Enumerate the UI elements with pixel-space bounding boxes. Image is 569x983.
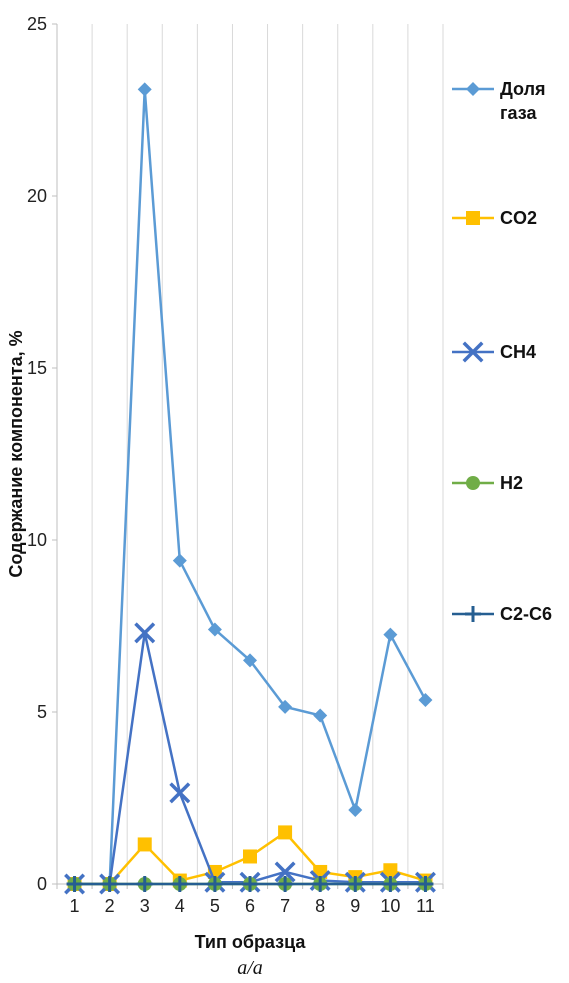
y-tick-label: 20 — [27, 186, 47, 206]
data-point — [313, 708, 328, 723]
legend-label: Доля — [500, 79, 546, 99]
legend-swatch-marker — [465, 606, 481, 622]
data-point — [101, 876, 118, 892]
x-tick-label: 5 — [210, 896, 220, 916]
data-point — [418, 692, 433, 707]
x-tick-label: 9 — [350, 896, 360, 916]
data-point — [348, 803, 363, 818]
data-point — [207, 622, 222, 637]
gridlines — [56, 24, 444, 884]
legend-label: CO2 — [500, 208, 537, 228]
data-point — [66, 876, 83, 892]
figure-caption: a/a — [237, 957, 263, 979]
axes — [52, 23, 444, 889]
y-tick-label: 15 — [27, 358, 47, 378]
data-point — [383, 863, 398, 878]
data-point — [172, 553, 187, 568]
legend-entry: Доля газа — [452, 79, 546, 123]
data-point — [243, 653, 257, 668]
x-tick-label: 6 — [245, 896, 255, 916]
x-tick-label: 8 — [315, 896, 325, 916]
x-tick-label: 4 — [175, 896, 185, 916]
y-tick-label: 25 — [27, 14, 47, 34]
data-point — [169, 782, 191, 804]
x-axis-title: Тип образца — [195, 932, 307, 952]
series-0 — [67, 82, 433, 891]
data-point — [274, 861, 296, 883]
data-point — [136, 876, 153, 892]
x-tick-label: 10 — [380, 896, 400, 916]
data-point — [347, 876, 364, 892]
legend-entry: H2 — [452, 473, 523, 493]
y-tick-label: 5 — [37, 702, 47, 722]
legend: Доля газа CO2 CH4 H2 C2-C6 — [452, 79, 552, 624]
series-layer — [64, 82, 436, 895]
legend-entry: CH4 — [452, 341, 536, 363]
legend-swatch-marker — [466, 476, 480, 490]
x-tick-label: 3 — [140, 896, 150, 916]
legend-label: H2 — [500, 473, 523, 493]
y-tick-label: 10 — [27, 530, 47, 550]
data-point — [383, 627, 398, 642]
data-point — [277, 876, 294, 892]
legend-label: CH4 — [500, 342, 536, 362]
legend-entry: CO2 — [452, 208, 537, 228]
data-point — [171, 876, 188, 892]
data-point — [278, 699, 293, 714]
legend-entry: C2-C6 — [452, 604, 552, 624]
data-point — [382, 876, 399, 892]
data-point — [134, 622, 156, 644]
data-point — [278, 825, 293, 840]
x-tick-label: 1 — [70, 896, 80, 916]
legend-swatch-marker — [466, 211, 480, 225]
legend-swatch-marker — [466, 82, 480, 96]
y-tick-labels: 0 5 10 15 20 25 — [27, 14, 47, 894]
data-point — [243, 849, 257, 864]
x-tick-label: 7 — [280, 896, 290, 916]
y-axis-title: Содержание компонента, % — [6, 330, 26, 577]
legend-label: газа — [500, 103, 537, 123]
data-point — [137, 82, 152, 97]
x-tick-labels: 1 2 3 4 5 6 7 8 9 10 11 — [70, 896, 435, 916]
data-point — [137, 837, 152, 852]
data-point — [417, 876, 434, 892]
y-tick-label: 0 — [37, 874, 47, 894]
x-tick-label: 11 — [416, 896, 435, 916]
data-point — [242, 876, 258, 892]
legend-label: C2-C6 — [500, 604, 552, 624]
data-point — [312, 876, 329, 892]
series-4 — [66, 876, 434, 892]
legend-swatch-marker — [462, 341, 484, 363]
x-tick-label: 2 — [105, 896, 115, 916]
data-point — [206, 876, 223, 892]
